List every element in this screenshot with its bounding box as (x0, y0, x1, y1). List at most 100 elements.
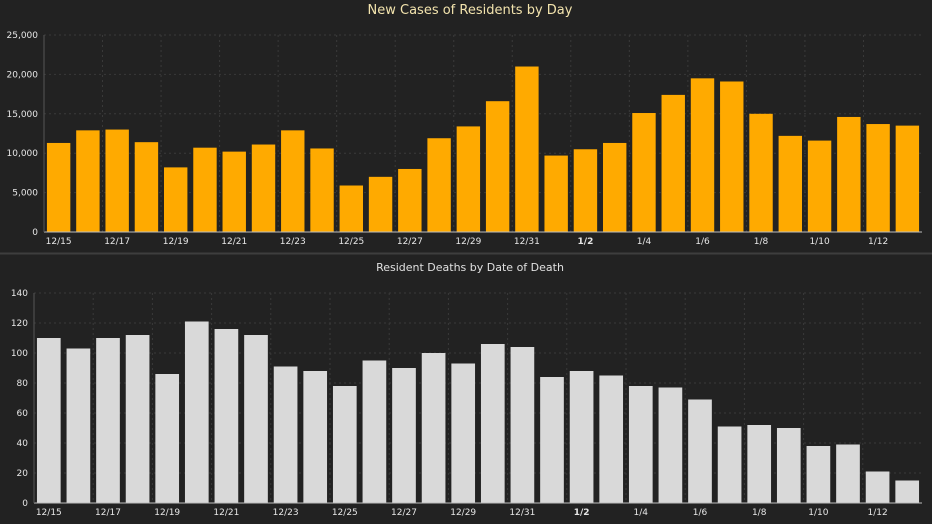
cases-x-tick-label: 12/15 (46, 237, 72, 247)
cases-x-tick-label: 12/17 (104, 237, 130, 247)
deaths-y-tick-label: 140 (11, 289, 28, 299)
cases-bar-12-26 (368, 176, 393, 232)
cases-x-tick-label: 12/25 (338, 237, 364, 247)
cases-x-tick-label: 12/23 (280, 237, 306, 247)
deaths-bar-1-4 (628, 386, 653, 503)
cases-bar-1-10 (807, 140, 832, 232)
deaths-x-tick-label: 1/6 (693, 508, 708, 518)
deaths-x-tick-label: 1/2 (574, 508, 590, 518)
cases-x-tick-label: 1/12 (868, 237, 888, 247)
deaths-x-tick-label: 1/10 (808, 508, 828, 518)
deaths-y-tick-label: 20 (17, 469, 29, 479)
deaths-x-tick-label: 12/31 (509, 508, 535, 518)
cases-x-tick-label: 12/27 (397, 237, 423, 247)
deaths-bar-1-6 (688, 399, 712, 503)
cases-bar-1-12 (866, 124, 890, 232)
deaths-bar-12-25 (332, 386, 357, 503)
cases-bar-12-23 (281, 130, 305, 232)
deaths-bar-12-20 (184, 321, 209, 503)
deaths-bar-12-21 (214, 329, 239, 503)
deaths-y-tick-label: 40 (17, 439, 29, 449)
deaths-x-tick-label: 12/25 (332, 508, 358, 518)
deaths-bar-12-24 (303, 371, 328, 503)
cases-y-tick-label: 25,000 (7, 31, 39, 41)
deaths-x-tick-label: 12/23 (273, 508, 299, 518)
cases-x-tick-label: 12/29 (455, 237, 481, 247)
cases-y-tick-label: 0 (32, 228, 38, 238)
cases-x-tick-label: 1/4 (637, 237, 652, 247)
cases-bar-12-15 (46, 142, 71, 232)
deaths-bar-1-5 (658, 387, 683, 503)
deaths-bar-12-23 (273, 366, 298, 503)
cases-bar-1-13 (895, 125, 920, 232)
cases-bar-12-24 (310, 148, 334, 232)
cases-y-tick-label: 5,000 (12, 189, 38, 199)
deaths-bar-1-1 (540, 377, 564, 503)
deaths-x-tick-label: 12/15 (36, 508, 62, 518)
deaths-x-tick-label: 12/27 (391, 508, 417, 518)
deaths-bar-1-13 (895, 480, 920, 503)
cases-chart-title: New Cases of Residents by Day (368, 3, 573, 18)
cases-chart: New Cases of Residents by Day 0 5,000 10,0… (7, 3, 922, 247)
deaths-bar-1-7 (717, 426, 742, 503)
deaths-bar-12-26 (362, 360, 387, 503)
cases-x-tick-label: 12/21 (221, 237, 247, 247)
deaths-x-tick-label: 12/17 (95, 508, 121, 518)
cases-bar-12-18 (134, 142, 159, 232)
deaths-bar-12-17 (96, 338, 120, 503)
cases-bar-1-6 (690, 78, 715, 232)
cases-y-tick-label: 15,000 (7, 110, 39, 120)
deaths-chart: Resident Deaths by Date of Death 0 20 40 60… (11, 261, 922, 518)
deaths-bar-1-2 (569, 371, 594, 503)
cases-bar-12-30 (485, 101, 510, 232)
deaths-x-tick-label: 1/8 (752, 508, 767, 518)
cases-bar-1-8 (749, 113, 773, 232)
deaths-bar-12-19 (155, 374, 180, 503)
deaths-y-tick-label: 80 (17, 379, 29, 389)
cases-bar-1-7 (720, 81, 744, 232)
cases-x-tick-label: 1/6 (695, 237, 710, 247)
deaths-bar-12-16 (66, 348, 91, 503)
deaths-x-tick-label: 12/29 (450, 508, 476, 518)
deaths-x-tick-label: 1/12 (867, 508, 887, 518)
cases-bar-12-29 (456, 126, 481, 232)
cases-bar-12-22 (251, 144, 276, 232)
cases-bar-12-28 (427, 138, 451, 232)
deaths-y-tick-label: 120 (11, 319, 28, 329)
deaths-bar-1-12 (865, 471, 890, 503)
cases-bar-12-21 (222, 151, 246, 232)
deaths-bar-1-3 (599, 375, 624, 503)
cases-y-tick-label: 20,000 (7, 70, 39, 80)
deaths-x-tick-label: 12/19 (154, 508, 180, 518)
cases-bar-12-20 (193, 147, 217, 232)
cases-bar-1-9 (778, 135, 803, 232)
deaths-x-tick-label: 12/21 (213, 508, 239, 518)
cases-x-tick-label: 1/8 (754, 237, 769, 247)
deaths-bar-12-28 (421, 353, 446, 503)
cases-bar-12-27 (398, 168, 422, 232)
deaths-bar-12-27 (392, 368, 416, 503)
cases-bar-1-2 (573, 149, 598, 232)
cases-x-tick-label: 12/31 (514, 237, 540, 247)
deaths-bar-12-29 (451, 363, 476, 503)
cases-bar-1-5 (661, 94, 685, 232)
deaths-bar-12-31 (510, 347, 535, 503)
cases-bar-1-3 (602, 142, 627, 232)
deaths-y-tick-label: 60 (17, 409, 29, 419)
deaths-x-tick-label: 1/4 (634, 508, 649, 518)
deaths-bar-12-18 (125, 335, 150, 503)
cases-bar-1-1 (544, 155, 568, 232)
cases-y-tick-label: 10,000 (7, 149, 39, 159)
cases-bar-12-31 (515, 66, 539, 233)
cases-x-tick-label: 1/2 (578, 237, 594, 247)
cases-bar-12-25 (339, 185, 364, 232)
deaths-bar-12-15 (36, 338, 61, 503)
cases-bar-12-16 (76, 130, 100, 232)
cases-bar-12-19 (163, 167, 188, 232)
deaths-bar-1-10 (806, 446, 831, 503)
cases-x-tick-label: 12/19 (163, 237, 189, 247)
deaths-bar-12-22 (244, 335, 268, 503)
deaths-y-tick-label: 100 (11, 349, 28, 359)
